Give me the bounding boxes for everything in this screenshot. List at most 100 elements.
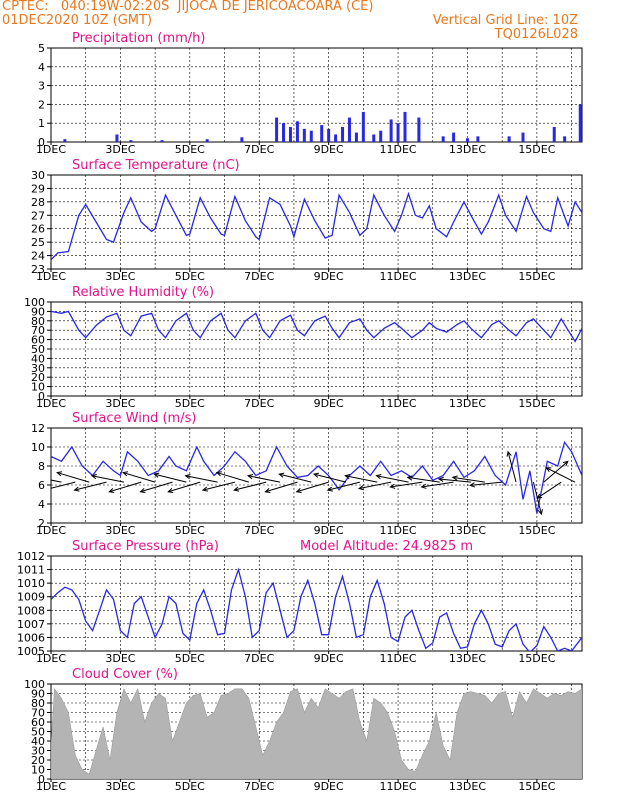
wind-arrow-head — [139, 488, 146, 494]
x-tick-label: 7DEC — [244, 270, 274, 283]
precip-bar — [63, 139, 67, 142]
x-tick-label: 5DEC — [175, 397, 205, 410]
y-tick-label: 24 — [31, 250, 45, 263]
wind-arrow-head — [420, 483, 427, 489]
y-tick-label: 20 — [31, 371, 45, 384]
x-tick-label: 3DEC — [105, 143, 135, 156]
precip-bar — [295, 121, 299, 142]
x-tick-label: 9DEC — [314, 652, 344, 665]
y-tick-label: 1009 — [17, 591, 45, 604]
y-tick-label: 5 — [38, 42, 45, 55]
wind-arrow-head — [545, 467, 552, 473]
x-tick-label: 3DEC — [105, 780, 135, 793]
y-tick-label: 23 — [31, 263, 45, 276]
wind-arrow — [109, 481, 142, 493]
y-tick-label: 40 — [31, 352, 45, 365]
x-tick-label: 13DEC — [449, 143, 486, 156]
wind-arrow — [154, 473, 187, 483]
x-tick-label: 1DEC — [36, 270, 66, 283]
x-tick-label: 15DEC — [518, 524, 555, 537]
wind-arrow-head — [562, 460, 569, 467]
precip-bar — [302, 128, 306, 142]
wind-arrow — [168, 481, 201, 493]
panel-title: Cloud Cover (%) — [72, 667, 178, 682]
y-tick-label: 1011 — [17, 564, 45, 577]
y-tick-label: 80 — [31, 697, 45, 710]
y-tick-label: 10 — [31, 441, 45, 454]
y-tick-label: 2 — [38, 98, 45, 111]
y-tick-label: 1 — [38, 117, 45, 130]
y-tick-label: 1006 — [17, 631, 45, 644]
wind-arrow — [57, 472, 90, 483]
wind-arrow-head — [215, 471, 222, 477]
panel-title: Surface Pressure (hPa) — [72, 539, 219, 554]
wind-arrow — [140, 481, 173, 493]
wind-arrow-head — [451, 475, 458, 481]
precip-bar — [417, 117, 421, 142]
x-tick-label: 13DEC — [449, 780, 486, 793]
y-tick-label: 60 — [31, 334, 45, 347]
x-tick-label: 1DEC — [36, 397, 66, 410]
wind-arrow — [279, 473, 312, 483]
panel-title: Surface Wind (m/s) — [72, 411, 196, 426]
y-tick-label: 0 — [38, 390, 45, 403]
x-tick-label: 5DEC — [175, 524, 205, 537]
x-tick-label: 5DEC — [175, 143, 205, 156]
y-tick-label: 20 — [31, 754, 45, 767]
x-tick-label: 3DEC — [105, 524, 135, 537]
wind-arrow-head — [375, 474, 382, 480]
precip-bar — [552, 126, 556, 142]
model-code: TQ0126L028 — [494, 27, 578, 42]
y-tick-label: 25 — [31, 236, 45, 249]
y-tick-label: 90 — [31, 688, 45, 701]
panel-0: 0 1 2 3 4 5 1DEC 3DEC 5DEC 7DEC 9DEC 11DEC 13DEC 15DE… — [36, 31, 583, 156]
wind-arrow-head — [536, 493, 543, 499]
x-tick-label: 11DEC — [380, 652, 417, 665]
wind-arrow — [376, 475, 409, 483]
wind-arrow-head — [233, 486, 240, 492]
precip-bar — [396, 123, 400, 142]
wind-arrow — [359, 481, 392, 490]
x-tick-label: 13DEC — [449, 652, 486, 665]
x-tick-label: 3DEC — [105, 270, 135, 283]
y-tick-label: 6 — [38, 479, 45, 492]
plot-frame — [50, 555, 583, 652]
y-tick-label: 50 — [31, 343, 45, 356]
wind-arrow-head — [469, 482, 476, 488]
x-tick-label: 3DEC — [105, 652, 135, 665]
y-tick-label: 4 — [38, 498, 45, 511]
data-layer — [51, 310, 582, 343]
precip-bar — [320, 125, 324, 142]
precip-bar — [465, 138, 469, 142]
y-tick-label: 70 — [31, 324, 45, 337]
wind-arrow-head — [56, 471, 63, 477]
x-tick-label: 15DEC — [518, 652, 555, 665]
y-tick-label: 100 — [24, 296, 45, 309]
wind-arrow — [202, 481, 236, 491]
panel-title: Precipitation (mm/h) — [72, 31, 205, 46]
precip-bar — [521, 132, 525, 142]
x-tick-label: 9DEC — [314, 524, 344, 537]
wind-arrow-head — [29, 475, 34, 479]
y-tick-label: 26 — [31, 223, 45, 236]
wind-arrow-head — [357, 485, 365, 491]
panel-title: Surface Temperature (nC) — [72, 158, 240, 173]
precip-bar — [282, 123, 286, 142]
wind-arrow — [438, 478, 471, 483]
wind-arrow — [421, 481, 454, 488]
precip-bar — [129, 140, 133, 142]
panel-annotation: Model Altitude: 24.9825 m — [300, 539, 473, 554]
wind-arrow-head — [153, 472, 160, 478]
wind-arrow-head — [201, 486, 208, 492]
y-tick-label: 1007 — [17, 618, 45, 631]
x-tick-label: 3DEC — [105, 397, 135, 410]
wind-arrow-head — [506, 450, 512, 457]
x-tick-label: 11DEC — [380, 524, 417, 537]
wind-arrow-head — [406, 475, 413, 481]
y-tick-label: 100 — [24, 678, 45, 691]
x-tick-label: 9DEC — [314, 270, 344, 283]
precip-bar — [452, 132, 456, 142]
y-tick-label: 50 — [31, 726, 45, 739]
